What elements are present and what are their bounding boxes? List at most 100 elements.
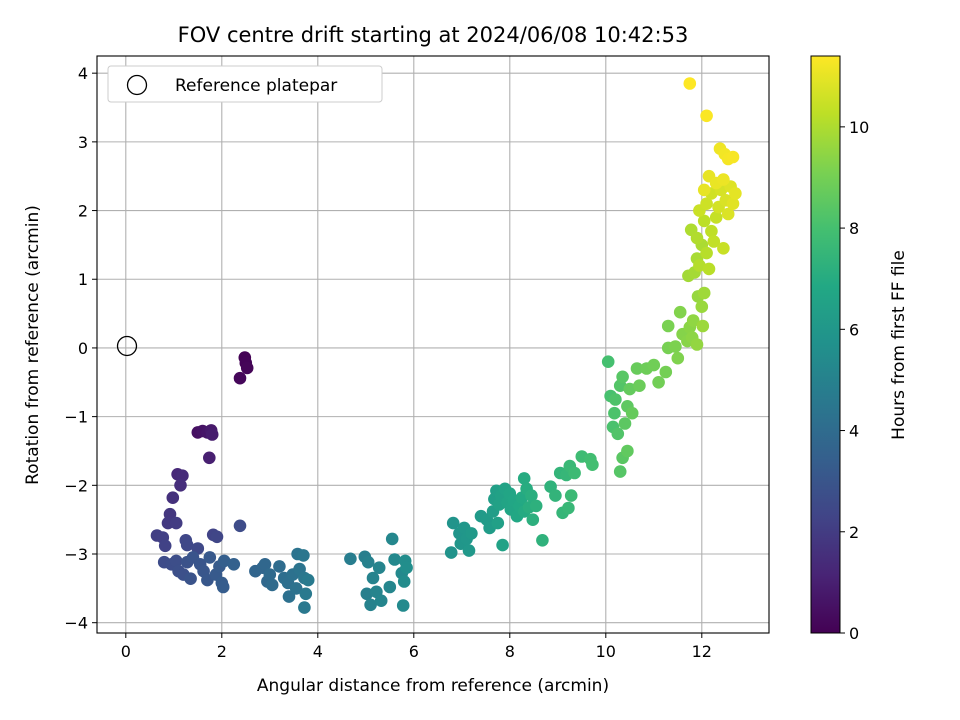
x-tick-label: 10 <box>596 642 616 661</box>
scatter-point <box>180 538 194 552</box>
scatter-point <box>227 558 241 571</box>
legend-entry-reference: Reference platepar <box>175 76 337 96</box>
scatter-point <box>608 406 621 420</box>
scatter-point <box>517 472 531 485</box>
scatter-point <box>210 530 224 544</box>
scatter-point <box>726 197 740 210</box>
scatter-point <box>301 573 315 587</box>
x-axis-label: Angular distance from reference (arcmin) <box>257 676 609 696</box>
scatter-point <box>562 501 575 515</box>
scatter-point <box>344 552 357 566</box>
chart-title: FOV centre drift starting at 2024/06/08 … <box>178 23 689 47</box>
scatter-point <box>203 451 216 465</box>
scatter-point <box>621 444 634 458</box>
scatter-point <box>400 561 413 574</box>
colorbar-tick-label: 2 <box>849 523 859 542</box>
scatter-point <box>526 513 540 526</box>
x-tick-label: 12 <box>692 642 712 661</box>
y-tick-label: 4 <box>78 64 88 83</box>
plot-area-frame <box>96 55 770 634</box>
scatter-point <box>611 427 625 441</box>
colorbar-gradient <box>810 55 841 634</box>
scatter-point <box>203 551 217 564</box>
legend-reference-marker <box>126 74 148 96</box>
scatter-point <box>184 572 197 585</box>
scatter-point <box>697 286 711 300</box>
scatter-point <box>671 351 685 365</box>
scatter-point <box>491 516 505 530</box>
scatter-point <box>613 465 627 478</box>
scatter-point <box>616 370 629 384</box>
scatter-point <box>700 197 713 210</box>
scatter-point <box>693 259 706 272</box>
y-tick-label: 0 <box>78 339 88 358</box>
y-tick-label: −4 <box>64 614 88 633</box>
colorbar: 0 2 4 6 8 10 Hours from first FF file <box>810 55 909 643</box>
scatter-point <box>568 466 581 480</box>
scatter-point <box>705 224 718 238</box>
x-tick-label: 2 <box>217 642 227 661</box>
y-tick-label: 1 <box>78 270 88 289</box>
y-tick-label: −1 <box>64 408 88 427</box>
scatter-point <box>240 361 254 375</box>
colorbar-ticks: 0 2 4 6 8 10 <box>840 118 869 643</box>
scatter-point <box>700 109 713 123</box>
scatter-point <box>462 544 476 557</box>
scatter-point <box>174 479 187 492</box>
x-tick-label: 0 <box>121 642 131 661</box>
scatter-point <box>652 376 665 389</box>
scatter-point <box>729 187 742 200</box>
scatter-point <box>396 599 410 612</box>
scatter-point <box>263 568 277 581</box>
scatter-point <box>496 538 509 552</box>
scatter-point <box>683 77 697 90</box>
scatter-point <box>446 516 460 530</box>
scatter-point <box>166 491 180 505</box>
scatter-point <box>282 590 296 603</box>
scatter-point <box>364 598 377 612</box>
scatter-point <box>601 355 615 369</box>
scatter-point <box>297 549 310 562</box>
scatter-point <box>205 428 219 441</box>
scatter-point <box>690 231 704 245</box>
x-tick-label: 6 <box>409 642 419 661</box>
y-axis-label: Rotation from reference (arcmin) <box>23 205 43 485</box>
reference-marker <box>116 335 138 357</box>
x-tick-label: 8 <box>505 642 515 661</box>
scatter-point <box>289 582 303 595</box>
scatter-point <box>258 558 272 571</box>
scatter-point <box>609 393 622 406</box>
scatter-point <box>536 534 549 547</box>
legend: Reference platepar <box>107 65 383 103</box>
scatter-point <box>647 358 661 372</box>
colorbar-tick-label: 6 <box>849 320 859 339</box>
colorbar-tick-label: 0 <box>849 624 859 643</box>
scatter-point <box>233 371 247 385</box>
scatter-point <box>695 300 709 314</box>
legend-box <box>107 65 383 103</box>
scatter-point <box>717 242 730 255</box>
scatter-point <box>169 516 183 530</box>
scatter-point <box>158 539 172 553</box>
y-tick-label: −2 <box>64 476 88 495</box>
scatter-point <box>265 578 279 592</box>
scatter-point <box>465 527 478 540</box>
colorbar-tick-label: 10 <box>849 118 869 137</box>
scatter-point <box>176 469 189 483</box>
scatter-point <box>625 406 639 420</box>
scatter-point <box>366 571 380 585</box>
scatter-point <box>169 554 183 568</box>
scatter-point <box>697 214 711 228</box>
scatter-point <box>618 417 632 430</box>
scatter-point <box>721 207 735 221</box>
scatter-point <box>217 554 231 568</box>
scatter-point <box>669 340 682 353</box>
y-tick-label: −3 <box>64 545 88 564</box>
scatter-point <box>709 211 723 224</box>
scatter-point <box>633 379 646 393</box>
scatter-point <box>273 560 286 573</box>
data-points <box>150 77 742 614</box>
scatter-point <box>529 499 543 513</box>
